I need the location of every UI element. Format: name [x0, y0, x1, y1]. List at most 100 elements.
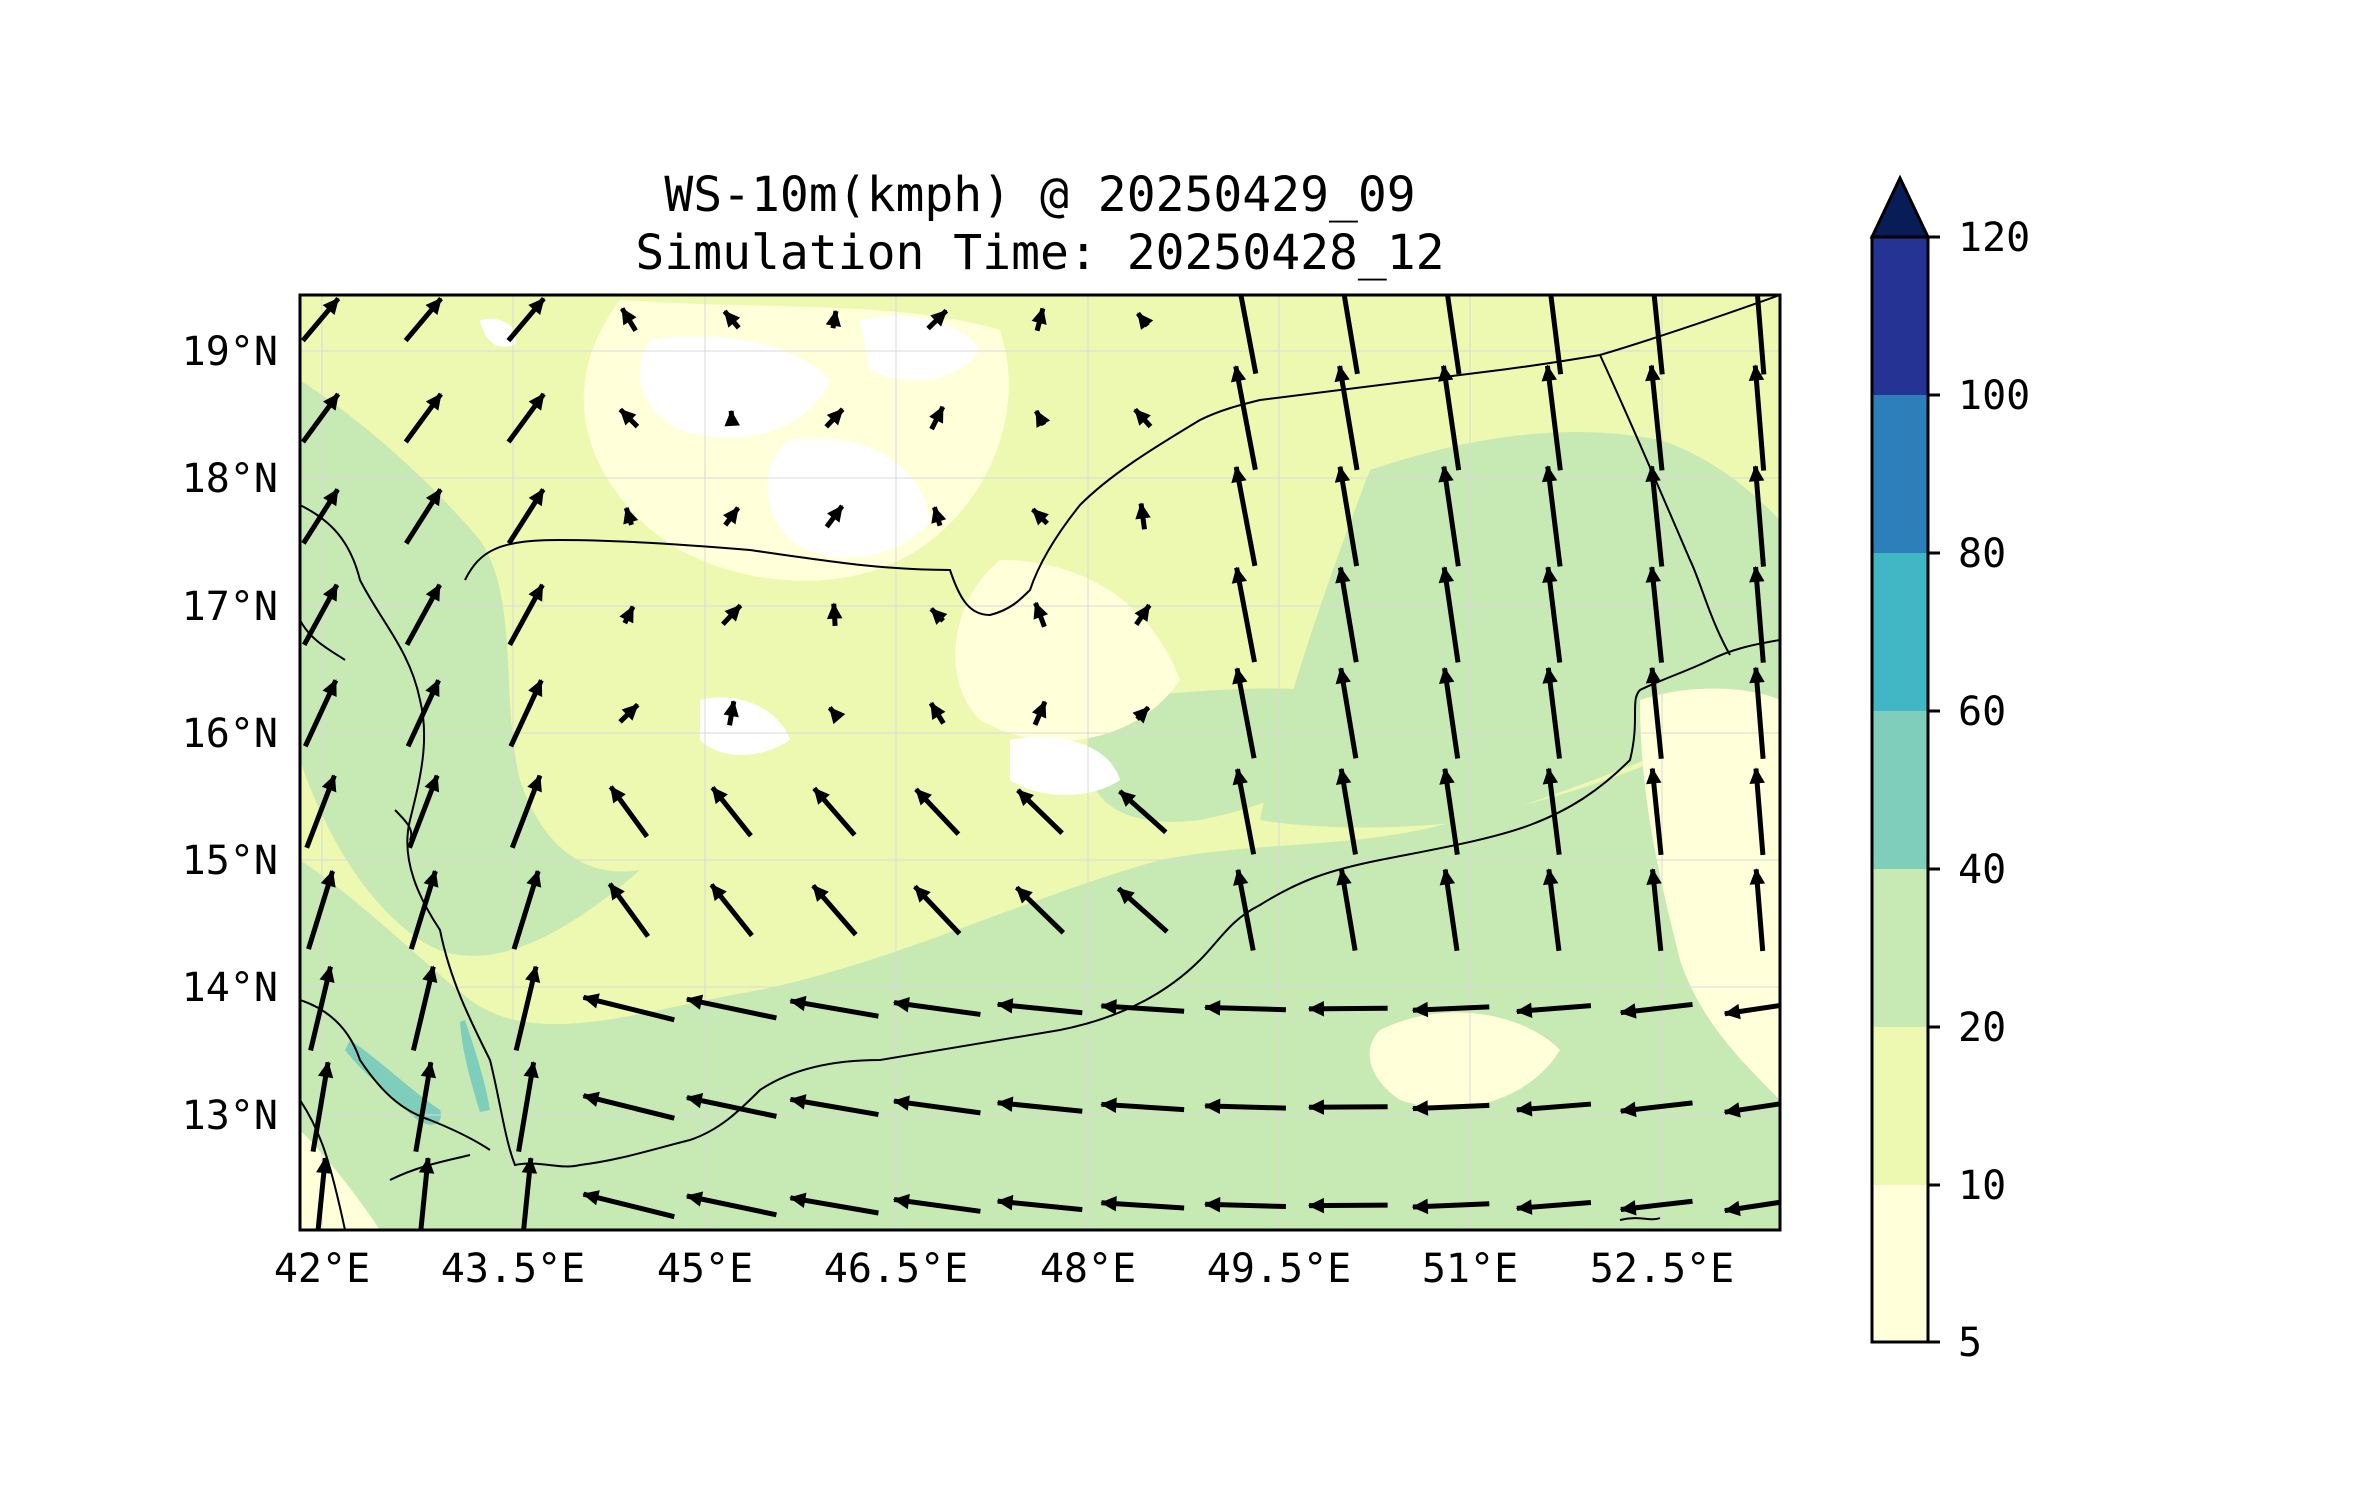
- colorbar-segment: [1872, 237, 1928, 395]
- wind-vector-head: [425, 583, 441, 602]
- lon-tick: 46.5°E: [824, 1246, 969, 1292]
- wind-vector-head: [527, 774, 542, 793]
- wind-vector: [1545, 466, 1563, 567]
- wind-vector-head: [1515, 1002, 1533, 1019]
- wind-vector-head: [722, 506, 739, 525]
- wind-vector-head: [1307, 1000, 1325, 1017]
- wind-vector-head: [1749, 565, 1765, 583]
- wind-vector-head: [1230, 365, 1247, 383]
- wind-vector-head: [322, 297, 340, 315]
- wind-vector-head: [1204, 1098, 1221, 1114]
- chart-title-line1: WS-10m(kmph) @ 20250429_09: [664, 167, 1416, 223]
- wind-vector-head: [610, 785, 626, 804]
- wind-vector-head: [1438, 364, 1454, 382]
- wind-vector-head: [827, 505, 843, 523]
- wind-vector: [315, 1157, 328, 1230]
- wind-vector-head: [1411, 1198, 1429, 1215]
- lat-tick: 14°N: [182, 965, 278, 1011]
- wind-vector: [310, 1061, 331, 1153]
- wind-vector-head: [1646, 265, 1660, 280]
- wind-vector-head: [418, 1156, 435, 1174]
- colorbar-tick: 120: [1958, 215, 2030, 261]
- wind-vector-head: [723, 700, 739, 718]
- wind-vector-head: [1749, 265, 1763, 280]
- wind-vector-head: [1232, 768, 1248, 786]
- wind-vector: [1445, 295, 1462, 375]
- wind-vector-head: [528, 679, 543, 698]
- wind-vector-head: [1645, 364, 1661, 382]
- colorbar-segment: [1872, 869, 1928, 1027]
- wind-vector-head: [1204, 1000, 1221, 1016]
- wind-vector-head: [724, 409, 740, 427]
- wind-vector-head: [523, 1061, 539, 1079]
- wind-vector-head: [1515, 1100, 1533, 1117]
- wind-vector: [1234, 567, 1257, 663]
- map-frame: [298, 293, 1782, 1232]
- wind-vector-head: [423, 870, 439, 888]
- wind-vector-head: [1233, 868, 1249, 886]
- wind-vector: [686, 1095, 777, 1119]
- wind-vector-head: [422, 965, 438, 983]
- lon-tick: 51°E: [1422, 1246, 1518, 1292]
- wind-vector-head: [1619, 1101, 1637, 1118]
- wind-vector: [582, 1191, 675, 1220]
- wind-vector: [1233, 466, 1258, 567]
- wind-vector: [1337, 365, 1360, 471]
- wind-vector-head: [685, 1191, 704, 1207]
- wind-speed-contours: [300, 265, 1780, 1230]
- wind-vector-head: [582, 993, 600, 1009]
- lon-tick: 45°E: [657, 1246, 753, 1292]
- colorbar-segment: [1872, 395, 1928, 553]
- wind-vector-head: [1335, 566, 1351, 584]
- wind-vector-head: [1646, 868, 1662, 885]
- wind-vector-head: [930, 702, 946, 720]
- wind-vector-head: [1439, 666, 1455, 684]
- wind-vector-head: [317, 1061, 334, 1079]
- wind-vector-head: [1335, 767, 1352, 785]
- wind-vector-head: [1619, 1003, 1637, 1019]
- wind-vector: [1545, 566, 1563, 663]
- wind-vector-head: [685, 994, 704, 1010]
- lat-tick: 19°N: [182, 329, 278, 375]
- wind-vector-head: [1118, 790, 1137, 807]
- wind-vector-head: [892, 996, 910, 1013]
- wind-vector-head: [1723, 1200, 1741, 1217]
- wind-vector-head: [1542, 265, 1556, 280]
- wind-vector-head: [1645, 565, 1662, 583]
- wind-vector: [1649, 466, 1665, 567]
- wind-vector-head: [528, 393, 545, 411]
- wind-vector: [1649, 566, 1665, 663]
- wind-vector-head: [319, 965, 335, 983]
- wind-vector-head: [1117, 887, 1135, 905]
- wind-vector-head: [1231, 566, 1248, 584]
- lon-tick: 48°E: [1040, 1246, 1136, 1292]
- wind-vector: [1234, 667, 1257, 759]
- wind-vector-head: [1015, 886, 1033, 904]
- wind-vector-head: [1541, 465, 1558, 483]
- wind-vector: [1338, 667, 1359, 759]
- wind-vector-head: [1134, 408, 1151, 426]
- wind-vector-head: [526, 870, 542, 888]
- wind-vector-head: [931, 506, 947, 524]
- wind-vector-head: [1749, 767, 1765, 784]
- colorbar-tick: 60: [1958, 689, 2006, 735]
- wind-vector-head: [1723, 1003, 1741, 1020]
- wind-vector-head: [1231, 266, 1245, 281]
- wind-vector-head: [1749, 666, 1765, 684]
- lon-tick: 52.5°E: [1590, 1246, 1735, 1292]
- wind-vector-head: [619, 605, 634, 624]
- colorbar-extend-arrow: [1869, 174, 1931, 239]
- wind-vector-head: [609, 882, 625, 901]
- wind-vector: [1544, 365, 1563, 471]
- wind-vector-head: [1307, 1099, 1325, 1115]
- wind-vector-head: [789, 1192, 807, 1208]
- wind-vector: [1441, 365, 1462, 471]
- wind-vector-head: [1515, 1199, 1533, 1215]
- wind-vector-head: [1542, 566, 1558, 583]
- wind-vector: [516, 1061, 537, 1153]
- wind-vector-head: [582, 1190, 600, 1206]
- wind-vector: [1337, 567, 1359, 663]
- wind-vector-head: [711, 786, 728, 805]
- colorbar-tick: 40: [1958, 847, 2006, 893]
- wind-vector: [1752, 466, 1766, 567]
